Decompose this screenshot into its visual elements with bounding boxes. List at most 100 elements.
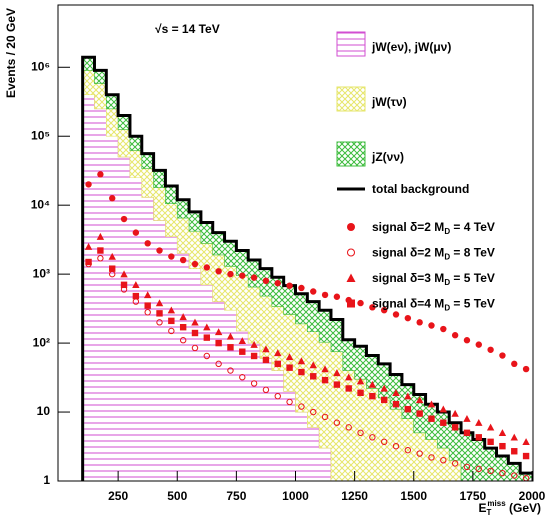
overlay: 250 500 750 1000 1250 1500 1750 2000 1 10 10² 10³ 10… bbox=[31, 4, 545, 517]
marker bbox=[321, 413, 329, 421]
marker bbox=[511, 360, 518, 368]
marker bbox=[333, 381, 341, 388]
marker bbox=[179, 313, 187, 321]
marker bbox=[274, 360, 281, 368]
marker bbox=[522, 438, 530, 446]
marker bbox=[416, 319, 423, 326]
marker bbox=[475, 419, 483, 426]
marker bbox=[286, 364, 293, 371]
x-tick-label: 250 bbox=[108, 489, 128, 503]
marker bbox=[404, 446, 412, 454]
marker bbox=[274, 392, 281, 400]
marker bbox=[191, 260, 199, 268]
marker bbox=[84, 242, 93, 250]
marker bbox=[416, 410, 423, 417]
marker bbox=[97, 255, 104, 262]
legend-marker bbox=[346, 273, 356, 282]
annotation: √s = 14 TeV bbox=[155, 22, 220, 36]
marker bbox=[239, 374, 246, 381]
legend-label: total background bbox=[372, 182, 469, 196]
marker bbox=[380, 396, 388, 404]
marker bbox=[428, 454, 435, 461]
marker bbox=[487, 438, 494, 446]
marker bbox=[250, 340, 258, 348]
marker bbox=[96, 232, 105, 240]
marker bbox=[203, 334, 211, 341]
marker bbox=[250, 380, 258, 387]
marker bbox=[380, 306, 388, 314]
marker bbox=[475, 465, 482, 473]
marker bbox=[227, 344, 234, 351]
marker bbox=[227, 270, 234, 278]
marker bbox=[511, 448, 518, 455]
marker bbox=[250, 352, 258, 360]
marker bbox=[310, 288, 317, 295]
marker bbox=[155, 299, 164, 307]
marker bbox=[333, 369, 341, 377]
x-tick-label: 1000 bbox=[282, 489, 309, 503]
marker bbox=[215, 339, 222, 347]
marker bbox=[333, 419, 341, 426]
x-tick-label: 750 bbox=[226, 489, 246, 503]
y-axis-label: Events / 20 GeV bbox=[4, 8, 18, 98]
marker bbox=[262, 356, 270, 364]
marker bbox=[392, 389, 400, 397]
marker bbox=[203, 352, 211, 360]
marker bbox=[440, 325, 447, 333]
marker bbox=[499, 352, 506, 359]
marker bbox=[309, 361, 317, 369]
marker bbox=[440, 419, 447, 426]
marker bbox=[463, 337, 471, 344]
marker bbox=[522, 365, 530, 373]
legend-marker bbox=[347, 223, 355, 231]
marker bbox=[463, 415, 471, 422]
marker bbox=[298, 368, 305, 376]
marker bbox=[191, 344, 199, 352]
marker bbox=[85, 258, 92, 266]
marker bbox=[392, 442, 400, 450]
marker bbox=[120, 215, 128, 223]
marker bbox=[498, 429, 507, 437]
marker bbox=[499, 469, 506, 477]
marker bbox=[156, 310, 163, 317]
marker bbox=[286, 398, 293, 406]
x-axis-label: ETmiss (GeV) bbox=[479, 499, 541, 517]
marker bbox=[427, 400, 436, 408]
legend-marker bbox=[347, 299, 355, 308]
legend-label: signal δ=3 MD = 5 TeV bbox=[372, 271, 495, 287]
legend-label: signal δ=2 MD = 4 TeV bbox=[372, 220, 495, 236]
marker bbox=[310, 373, 317, 380]
marker bbox=[286, 282, 293, 289]
marker bbox=[227, 367, 234, 374]
x-tick-label: 500 bbox=[167, 489, 187, 503]
marker bbox=[345, 385, 352, 392]
marker bbox=[451, 332, 459, 339]
marker bbox=[321, 376, 329, 384]
legend-swatch bbox=[336, 141, 366, 167]
marker bbox=[168, 317, 175, 325]
marker bbox=[108, 252, 116, 260]
marker bbox=[285, 353, 294, 361]
marker bbox=[132, 292, 140, 300]
y-tick-label: 10² bbox=[33, 335, 50, 349]
marker bbox=[499, 442, 506, 450]
marker bbox=[404, 392, 412, 400]
legend-swatch bbox=[336, 86, 366, 112]
marker bbox=[475, 434, 482, 441]
total-background-line bbox=[81, 55, 532, 481]
marker bbox=[179, 256, 187, 264]
marker bbox=[143, 291, 152, 299]
marker bbox=[156, 247, 163, 254]
marker bbox=[356, 377, 365, 385]
marker bbox=[274, 349, 282, 357]
marker bbox=[214, 328, 223, 336]
legend-label: jW(τν) bbox=[371, 95, 407, 109]
plot-area bbox=[81, 55, 533, 481]
y-tick-label: 10⁴ bbox=[31, 197, 50, 211]
marker bbox=[238, 337, 246, 344]
marker bbox=[250, 274, 258, 281]
marker bbox=[297, 357, 306, 365]
marker bbox=[191, 329, 199, 337]
marker bbox=[345, 424, 352, 431]
